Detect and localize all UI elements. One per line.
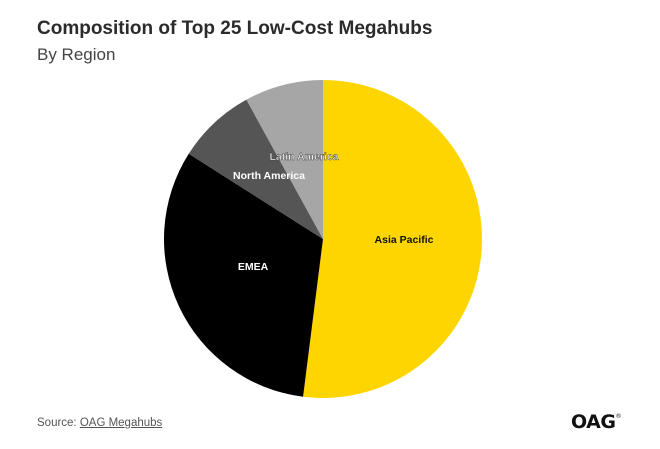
logo-mark: ® (615, 413, 621, 420)
pie-slice-asia-pacific (303, 80, 482, 398)
source-prefix: Source: (37, 417, 80, 429)
source-note: Source: OAG Megahubs (37, 417, 162, 429)
oag-logo: OAG® (571, 411, 621, 433)
slice-label-emea: EMEA (238, 261, 269, 273)
slice-label-north-america: North America (233, 170, 305, 182)
pie-slice-emea (163, 153, 323, 397)
slice-label-latin-america: Latin America (269, 151, 338, 163)
chart-subtitle: By Region (37, 45, 116, 64)
slice-label-asia-pacific: Asia Pacific (375, 234, 434, 246)
source-link[interactable]: OAG Megahubs (79, 417, 163, 429)
pie-slice-latin-america (246, 80, 323, 239)
chart-title: Composition of Top 25 Low-Cost Megahubs (37, 18, 433, 39)
pie-slice-north-america (188, 99, 323, 239)
logo-text: OAG (571, 411, 616, 433)
